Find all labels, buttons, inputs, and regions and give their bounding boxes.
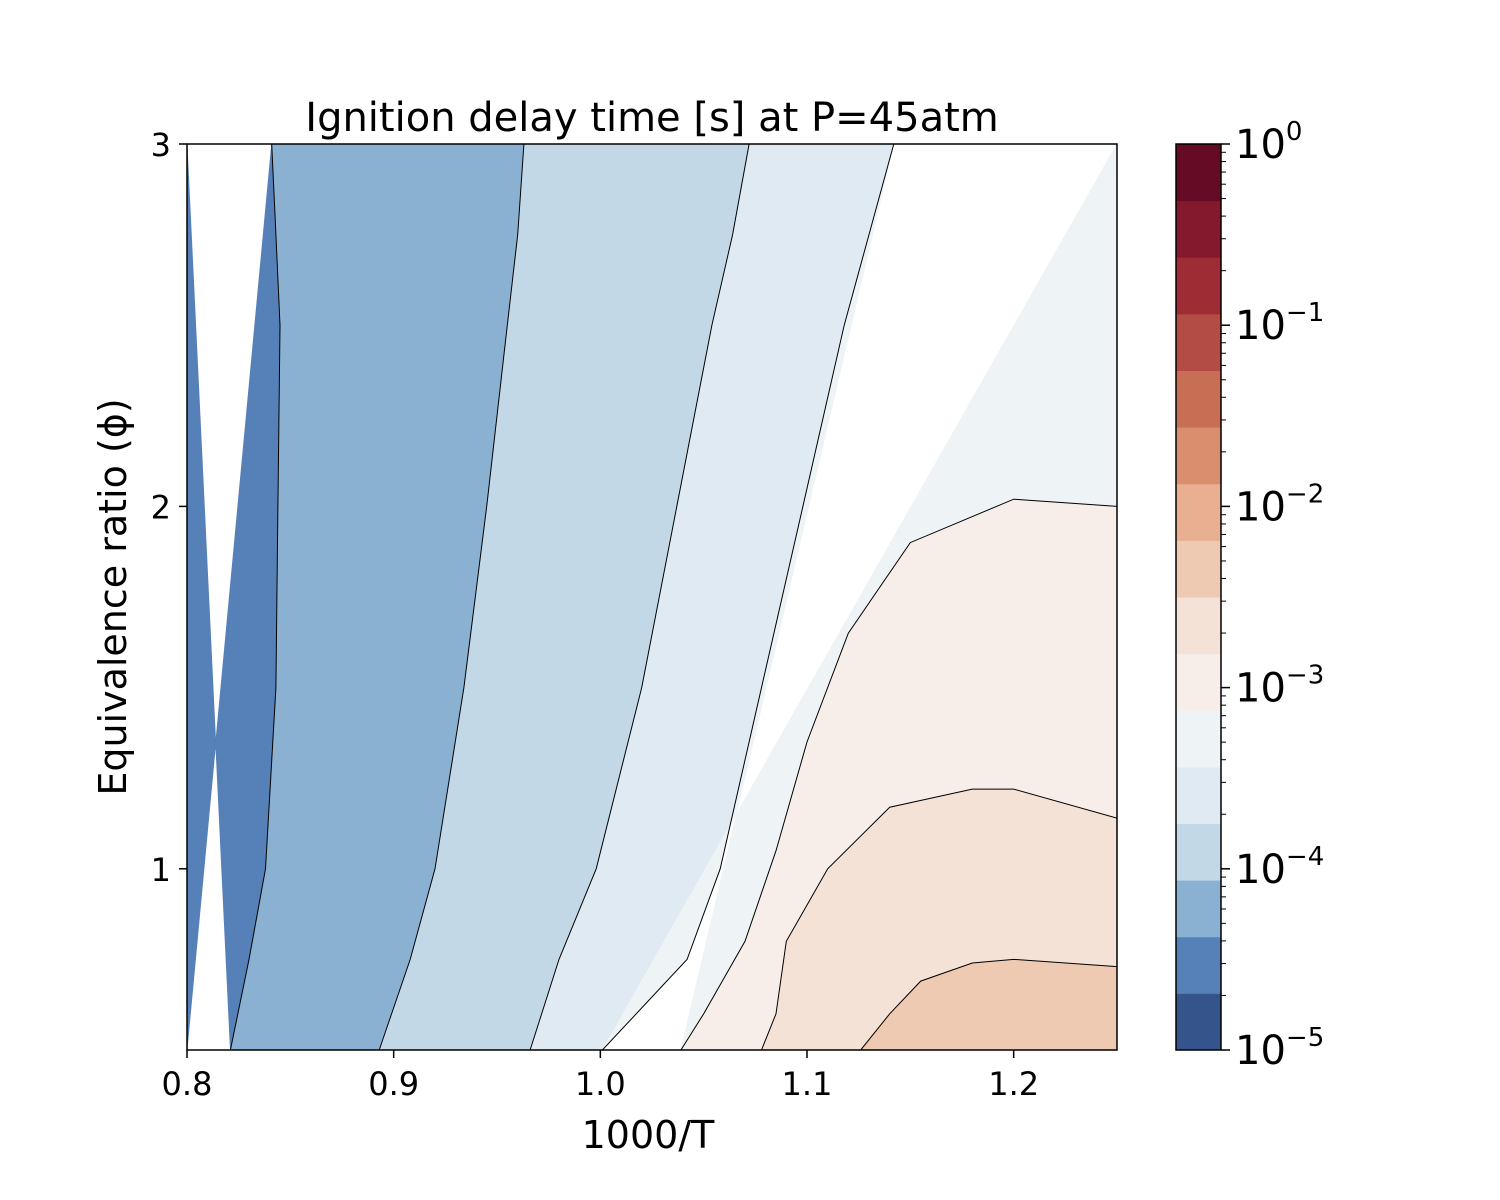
- colorbar-ticks: 100 10−1 10−2 10−3 10−4 10−5: [1221, 117, 1324, 1074]
- colorbar-band: [1176, 200, 1221, 258]
- chart-title: Ignition delay time [s] at P=45atm: [305, 95, 998, 141]
- colorbar-band: [1176, 766, 1221, 824]
- contour-line-6: [860, 958, 1117, 1050]
- colorbar-frame: [1175, 143, 1222, 1051]
- x-tick-label: 0.9: [368, 1065, 419, 1103]
- colorbar-band: [1176, 993, 1221, 1051]
- colorbar-band: [1176, 710, 1221, 768]
- colorbar-band: [1176, 653, 1221, 711]
- contour-line-5: [761, 788, 1117, 1050]
- colorbar-band: [1176, 144, 1221, 202]
- contour-line-4: [680, 498, 1117, 1050]
- colorbar-band: [1176, 597, 1221, 655]
- colorbar-tick-label: 10−5: [1235, 1023, 1324, 1074]
- contour-line-2: [529, 144, 750, 1050]
- y-axis-label: Equivalence ratio (ϕ): [91, 398, 135, 795]
- colorbar-band: [1176, 257, 1221, 315]
- colorbar-tick-label: 10−3: [1235, 661, 1324, 712]
- colorbar-band: [1176, 313, 1221, 371]
- colorbar-tick-label: 100: [1235, 117, 1302, 168]
- colorbar-tick-label: 10−2: [1235, 479, 1324, 530]
- x-axis: 0.8 0.9 1.0 1.1 1.2: [162, 1050, 1039, 1103]
- colorbar-band: [1176, 880, 1221, 938]
- colorbar-tick-label: 10−4: [1235, 842, 1324, 893]
- x-tick-label: 1.2: [988, 1065, 1039, 1103]
- colorbar-tick-label: 10−1: [1235, 298, 1324, 349]
- colorbar-bands: [1176, 144, 1221, 1051]
- x-tick-label: 1.0: [575, 1065, 626, 1103]
- colorbar-band: [1176, 370, 1221, 428]
- colorbar: 100 10−1 10−2 10−3 10−4 10−5: [1175, 117, 1324, 1074]
- colorbar-band: [1176, 483, 1221, 541]
- x-axis-label: 1000/T: [582, 1113, 716, 1157]
- contour-bands: [187, 144, 1117, 1050]
- contour-line-3: [602, 144, 895, 1050]
- colorbar-band: [1176, 540, 1221, 598]
- y-axis: 1 2 3: [151, 126, 187, 889]
- colorbar-band: [1176, 823, 1221, 881]
- plot-frame: [186, 143, 1118, 1051]
- y-tick-label: 2: [151, 488, 171, 526]
- x-tick-label: 1.1: [782, 1065, 833, 1103]
- colorbar-band: [1176, 427, 1221, 485]
- plot-area: [186, 143, 1118, 1051]
- colorbar-band: [1176, 936, 1221, 994]
- x-tick-label: 0.8: [162, 1065, 213, 1103]
- contour-lines: [229, 144, 1117, 1050]
- contour-line-0: [229, 144, 281, 1050]
- contour-line-1: [378, 144, 525, 1050]
- y-tick-label: 3: [151, 126, 171, 164]
- y-tick-label: 1: [151, 851, 171, 889]
